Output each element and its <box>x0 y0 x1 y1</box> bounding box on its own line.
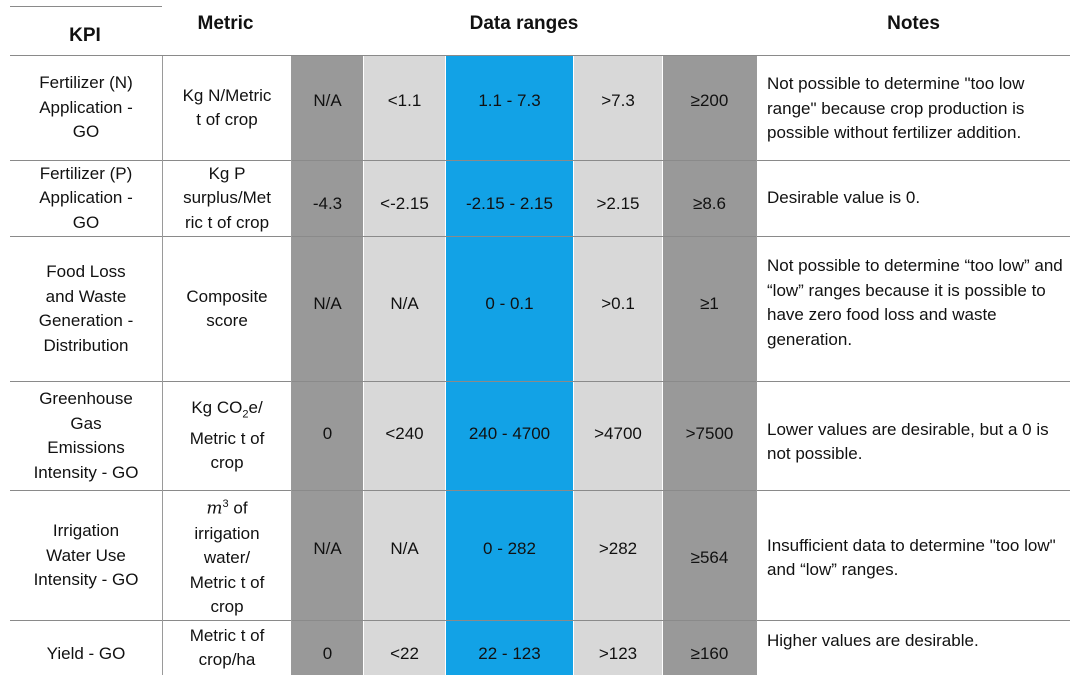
note-cell: Insufficient data to determine "too low"… <box>767 535 1056 580</box>
header-notes: Notes <box>887 12 940 34</box>
note-cell: Desirable value is 0. <box>767 187 921 207</box>
kpi-cell: Greenhouse Gas Emissions Intensity - GO <box>33 389 139 482</box>
range-too-high: ≥200 <box>690 91 729 110</box>
header-bottom-rule <box>10 55 1070 56</box>
range-too-low: N/A <box>313 539 342 558</box>
kpi-cell: Fertilizer (P) Application - GO <box>39 163 133 232</box>
row-separator <box>10 160 1070 161</box>
range-desirable: -2.15 - 2.15 <box>466 194 553 213</box>
range-high: >282 <box>598 539 638 558</box>
kpi-cell: Irrigation Water Use Intensity - GO <box>33 521 139 590</box>
header-metric: Metric <box>197 12 254 34</box>
kpi-cell: Yield - GO <box>46 643 126 663</box>
range-desirable: 1.1 - 7.3 <box>478 91 541 110</box>
note-cell: Lower values are desirable, but a 0 is n… <box>767 419 1049 464</box>
band-desirable <box>446 56 573 675</box>
range-high: >4700 <box>594 424 642 443</box>
column-divider <box>756 56 757 675</box>
range-desirable: 22 - 123 <box>478 644 541 663</box>
range-desirable: 0 - 282 <box>483 539 536 558</box>
range-high: >7.3 <box>601 91 635 110</box>
column-divider <box>162 56 163 675</box>
range-high: >0.1 <box>601 294 635 313</box>
header-data-ranges: Data ranges <box>469 12 579 34</box>
note-cell: Not possible to determine "too low range… <box>767 74 1025 143</box>
range-low: <22 <box>390 644 419 663</box>
metric-cell: Composite score <box>186 286 268 331</box>
range-too-high: ≥160 <box>690 644 729 663</box>
range-too-high: >7500 <box>685 424 734 443</box>
kpi-cell: Food Loss and Waste Generation - Distributi… <box>38 262 134 355</box>
header-top-rule <box>10 6 162 7</box>
row-separator <box>10 236 1070 237</box>
metric-cell: Kg CO2e/ Metric t of crop <box>189 398 265 473</box>
range-low: <240 <box>385 424 424 443</box>
header-kpi: KPI <box>69 24 101 46</box>
band-too-high <box>663 56 756 675</box>
range-high: >123 <box>598 644 638 663</box>
range-desirable: 240 - 4700 <box>468 424 551 443</box>
row-separator <box>10 490 1070 491</box>
range-too-low: 0 <box>322 644 333 663</box>
range-too-low: 0 <box>322 424 333 443</box>
range-low: N/A <box>390 539 419 558</box>
range-too-high: ≥564 <box>690 548 729 567</box>
metric-cell: Kg N/Metric t of crop <box>182 85 272 130</box>
range-too-low: N/A <box>313 91 342 110</box>
kpi-cell: Fertilizer (N) Application - GO <box>39 73 133 142</box>
range-too-low: N/A <box>313 294 342 313</box>
range-low: N/A <box>390 294 419 313</box>
note-cell: Higher values are desirable. <box>767 630 979 650</box>
band-low <box>364 56 445 675</box>
column-divider <box>291 56 292 675</box>
metric-cell: Metric t of crop/ha <box>189 625 265 670</box>
metric-cell: m3 of irrigation water/ Metric t of crop <box>189 498 265 617</box>
row-separator <box>10 381 1070 382</box>
range-low: <1.1 <box>387 91 422 110</box>
row-separator <box>10 620 1070 621</box>
range-low: <-2.15 <box>380 194 429 213</box>
range-desirable: 0 - 0.1 <box>485 294 534 313</box>
band-high <box>574 56 662 675</box>
range-too-high: ≥8.6 <box>693 194 726 213</box>
note-cell: Not possible to determine “too low” and … <box>767 256 1063 349</box>
range-too-low: -4.3 <box>312 194 343 213</box>
range-too-high: ≥1 <box>700 294 719 313</box>
range-high: >2.15 <box>596 194 640 213</box>
band-too-low <box>292 56 363 675</box>
